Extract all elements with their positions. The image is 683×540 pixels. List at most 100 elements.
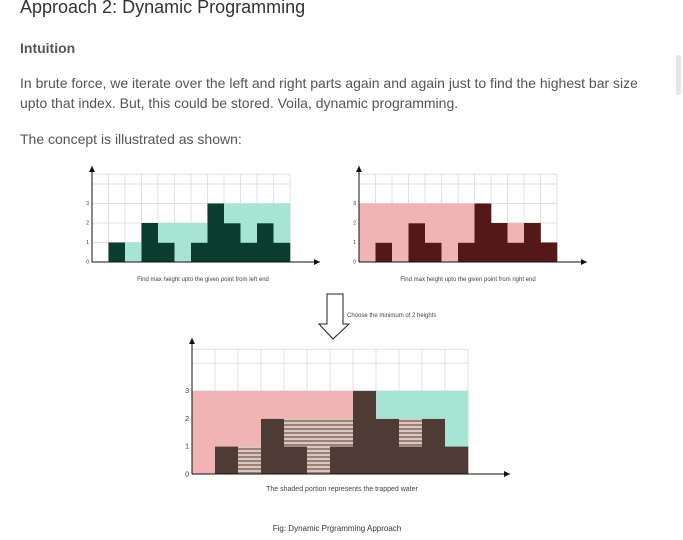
- y-axis-arrow-icon: [189, 338, 195, 344]
- bottom-chart-caption: The shaded portion represents the trappe…: [266, 486, 418, 493]
- bar-cell: [458, 223, 475, 243]
- bar-cell: [375, 203, 393, 224]
- right-max-chart: 0 1 2 3: [353, 166, 587, 266]
- bar-cell: [191, 223, 208, 243]
- bar-cell: [238, 390, 262, 419]
- y-tick-label: 2: [86, 221, 89, 227]
- bar-cell: [359, 223, 376, 243]
- y-tick-label: 1: [353, 240, 356, 246]
- bar-cell: [307, 446, 331, 475]
- bar-cell: [441, 203, 459, 224]
- y-tick-label: 3: [185, 388, 189, 395]
- bar-cell: [425, 223, 442, 243]
- left-max-chart: 0 1 2 3: [86, 166, 320, 266]
- intuition-paragraph: In brute force, we iterate over the left…: [20, 75, 638, 111]
- bar-cell: [174, 223, 192, 243]
- bar-cell: [284, 446, 308, 475]
- bar-cell: [408, 203, 426, 224]
- bar-cell: [207, 242, 225, 263]
- y-tick-label: 2: [353, 221, 356, 227]
- bar-cell: [422, 446, 446, 475]
- y-tick-label: 3: [353, 201, 356, 207]
- bar-cell: [174, 242, 192, 263]
- bar-cell: [240, 203, 258, 224]
- bar-cell: [224, 203, 241, 224]
- bar-cell: [192, 390, 216, 419]
- y-tick-label: 0: [185, 471, 189, 478]
- y-axis-arrow-icon: [356, 166, 362, 172]
- bar-cell: [376, 390, 400, 419]
- y-tick-label: 3: [86, 201, 89, 207]
- bar-cell: [353, 390, 377, 419]
- bar-cell: [192, 446, 216, 475]
- bar-cell: [422, 418, 446, 447]
- bar-cell: [273, 203, 291, 224]
- bar-cell: [399, 446, 423, 475]
- scrollbar[interactable]: [676, 55, 681, 95]
- bar-cell: [141, 223, 159, 243]
- bar-cell: [215, 446, 239, 475]
- intuition-heading: Intuition: [20, 40, 76, 56]
- bar-cell: [425, 203, 442, 224]
- bar-cell: [392, 203, 409, 224]
- bar-cell: [238, 446, 262, 475]
- figure-caption: Fig: Dynamic Prgramming Approach: [273, 524, 402, 533]
- y-tick-label: 1: [86, 240, 89, 246]
- bar-cell: [215, 390, 239, 419]
- bar-cell: [207, 203, 225, 224]
- bar-cell: [307, 390, 331, 419]
- bar-cell: [540, 242, 558, 263]
- bar-cell: [158, 223, 175, 243]
- bar-cell: [158, 242, 175, 263]
- section-heading: Approach 2: Dynamic Programming: [20, 0, 306, 17]
- x-axis-arrow-icon: [581, 259, 587, 265]
- bar-cell: [458, 203, 475, 224]
- x-axis-arrow-icon: [314, 259, 320, 265]
- bar-cell: [330, 446, 354, 475]
- left-chart-caption: Find max height upto the given point fro…: [137, 277, 269, 283]
- right-chart-caption: Find max height upto the given point fro…: [400, 277, 535, 283]
- bar-cell: [399, 390, 423, 419]
- bar-cell: [261, 390, 285, 419]
- bar-cell: [445, 418, 469, 447]
- bar-cell: [224, 242, 241, 263]
- bar-cell: [240, 223, 258, 243]
- bar-cell: [359, 242, 376, 263]
- bar-cell: [445, 446, 469, 475]
- bar-cell: [408, 223, 426, 243]
- bar-cell: [376, 446, 400, 475]
- intro-text: The concept is illustrated as shown:: [20, 131, 242, 147]
- y-tick-label: 0: [86, 260, 89, 266]
- bar-cell: [125, 242, 142, 263]
- bar-cell: [207, 223, 225, 243]
- bar-cell: [524, 242, 541, 263]
- bar-cell: [507, 242, 525, 263]
- trapped-water-chart: 0 1 2 3: [185, 338, 510, 478]
- bar-cell: [191, 242, 208, 263]
- bar-cell: [257, 203, 274, 224]
- bar-cell: [399, 418, 423, 447]
- bar-cell: [238, 418, 262, 447]
- bar-cell: [392, 242, 409, 263]
- bar-cell: [392, 223, 409, 243]
- bar-cell: [353, 418, 377, 447]
- y-tick-label: 1: [185, 444, 189, 451]
- bar-cell: [441, 223, 459, 243]
- bar-cell: [257, 242, 274, 263]
- bar-cell: [284, 390, 308, 419]
- bar-cell: [261, 446, 285, 475]
- down-arrow-icon: [317, 293, 351, 340]
- bar-cell: [376, 418, 400, 447]
- bar-cell: [441, 242, 459, 263]
- bar-cell: [240, 242, 258, 263]
- bar-cell: [261, 418, 285, 447]
- bar-cell: [408, 242, 426, 263]
- bar-cell: [224, 223, 241, 243]
- bar-cell: [330, 390, 354, 419]
- bar-cell: [257, 223, 274, 243]
- bar-cell: [108, 242, 126, 263]
- bar-cell: [474, 223, 492, 243]
- bar-cell: [192, 418, 216, 447]
- bar-cell: [458, 242, 475, 263]
